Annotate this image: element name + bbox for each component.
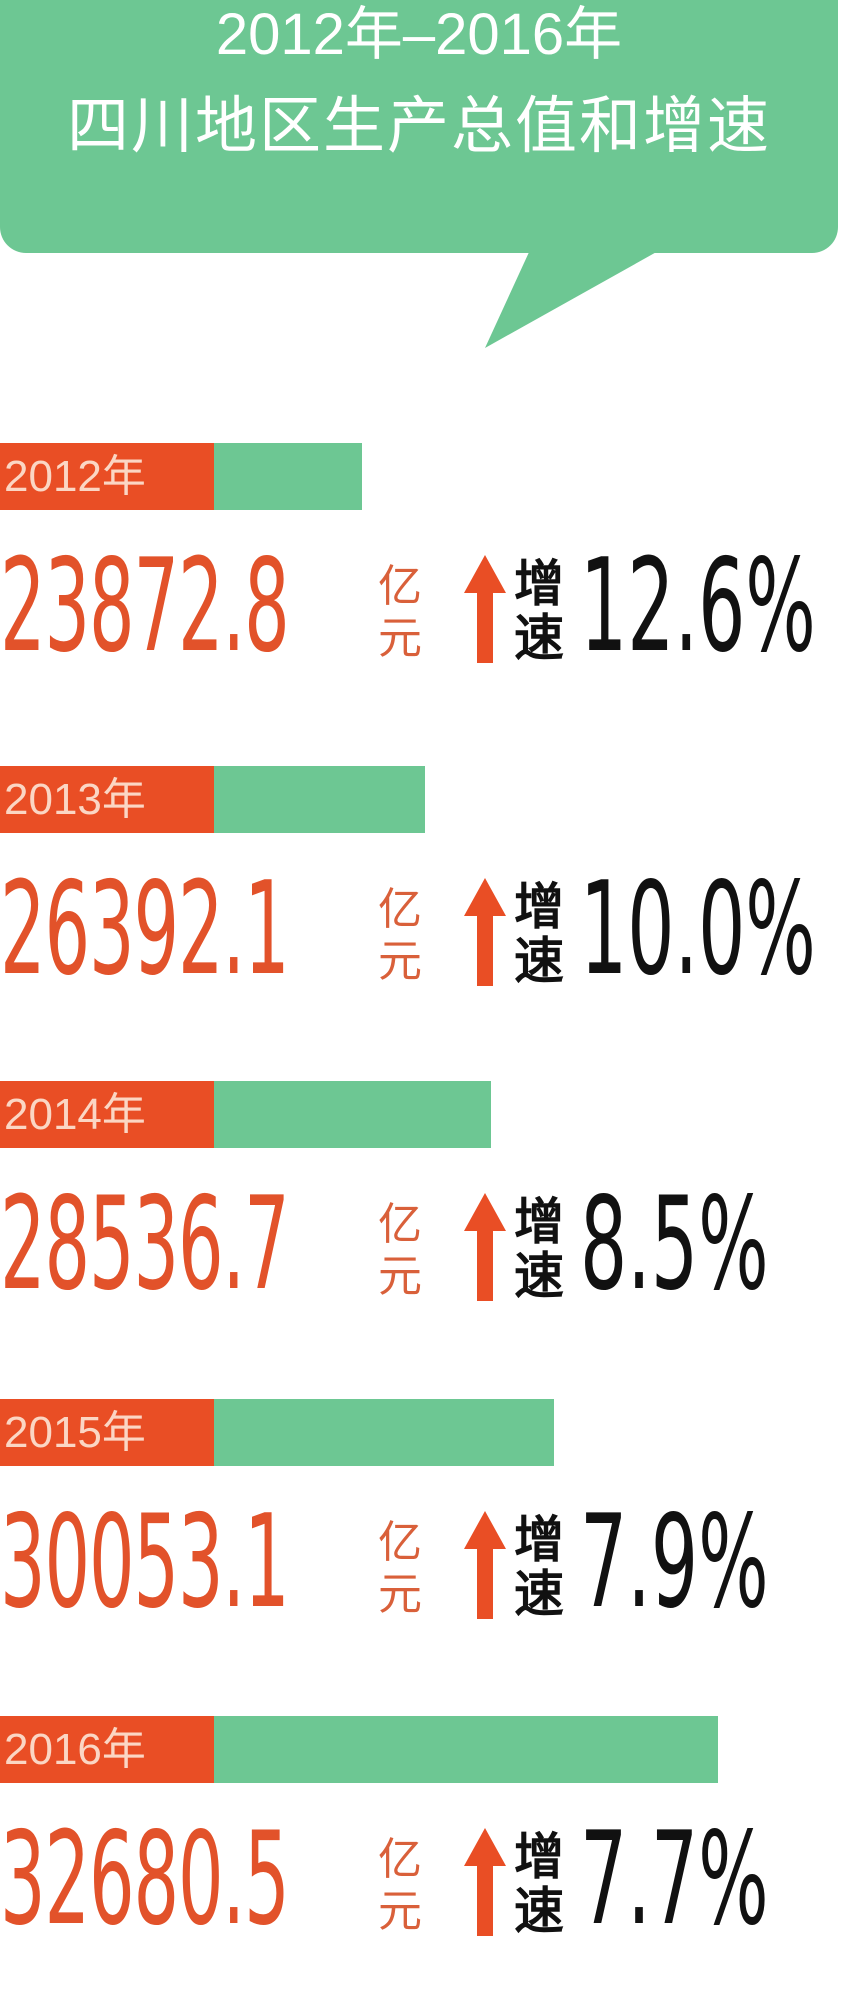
gdp-value: 28536.7 <box>0 1170 290 1319</box>
year-row: 2013年 26392.1 亿元 增速 10.0% <box>0 766 850 1066</box>
label-char: 亿 <box>378 1517 422 1568</box>
gdp-bar <box>214 766 425 833</box>
growth-label: 增速 <box>514 1513 572 1621</box>
year-label: 2015年 <box>0 1399 214 1466</box>
year-label: 2012年 <box>0 443 214 510</box>
year-row: 2016年 32680.5 亿元 增速 7.7% <box>0 1716 850 2016</box>
year-row: 2015年 30053.1 亿元 增速 7.9% <box>0 1399 850 1699</box>
bubble-tail <box>485 250 660 348</box>
gdp-bar <box>214 443 362 510</box>
year-row: 2012年 23872.8 亿元 增速 12.6% <box>0 443 850 743</box>
label-char: 增 <box>514 1828 564 1886</box>
label-char: 增 <box>514 555 564 613</box>
unit-label: 亿元 <box>378 1199 426 1303</box>
gdp-value: 26392.1 <box>0 855 290 1004</box>
growth-rate: 7.7% <box>580 1805 769 1954</box>
label-char: 增 <box>514 1511 564 1569</box>
unit-label: 亿元 <box>378 1517 426 1621</box>
label-char: 亿 <box>378 1834 422 1885</box>
growth-rate: 10.0% <box>580 855 816 1004</box>
label-char: 速 <box>514 932 564 990</box>
growth-rate: 12.6% <box>580 532 816 681</box>
label-char: 元 <box>378 613 422 664</box>
arrow-up-icon <box>464 1193 506 1301</box>
arrow-up-icon <box>464 1511 506 1619</box>
label-char: 增 <box>514 878 564 936</box>
gdp-bar <box>214 1399 554 1466</box>
label-char: 元 <box>378 936 422 987</box>
arrow-up-icon <box>464 878 506 986</box>
label-char: 速 <box>514 1247 564 1305</box>
gdp-value: 30053.1 <box>0 1488 290 1637</box>
year-row: 2014年 28536.7 亿元 增速 8.5% <box>0 1081 850 1381</box>
growth-label: 增速 <box>514 557 572 665</box>
label-char: 元 <box>378 1569 422 1620</box>
title-line-1: 2012年–2016年 <box>215 2 623 67</box>
year-label: 2014年 <box>0 1081 214 1148</box>
year-label: 2013年 <box>0 766 214 833</box>
label-char: 速 <box>514 609 564 667</box>
growth-rate: 7.9% <box>580 1488 769 1637</box>
label-char: 速 <box>514 1565 564 1623</box>
gdp-value: 32680.5 <box>0 1805 290 1954</box>
label-char: 速 <box>514 1882 564 1940</box>
title-line-2: 四川地区生产总值和增速 <box>66 89 771 162</box>
label-char: 增 <box>514 1193 564 1251</box>
growth-rate: 8.5% <box>580 1170 769 1319</box>
title-bubble <box>0 0 838 253</box>
unit-label: 亿元 <box>378 1834 426 1938</box>
growth-label: 增速 <box>514 1830 572 1938</box>
arrow-up-icon <box>464 555 506 663</box>
growth-label: 增速 <box>514 880 572 988</box>
arrow-up-icon <box>464 1828 506 1936</box>
label-char: 亿 <box>378 561 422 612</box>
label-char: 元 <box>378 1886 422 1937</box>
gdp-bar <box>214 1716 718 1783</box>
growth-label: 增速 <box>514 1195 572 1303</box>
gdp-bar <box>214 1081 491 1148</box>
unit-label: 亿元 <box>378 561 426 665</box>
year-label: 2016年 <box>0 1716 214 1783</box>
unit-label: 亿元 <box>378 884 426 988</box>
label-char: 元 <box>378 1251 422 1302</box>
gdp-value: 23872.8 <box>0 532 290 681</box>
label-char: 亿 <box>378 1199 422 1250</box>
label-char: 亿 <box>378 884 422 935</box>
